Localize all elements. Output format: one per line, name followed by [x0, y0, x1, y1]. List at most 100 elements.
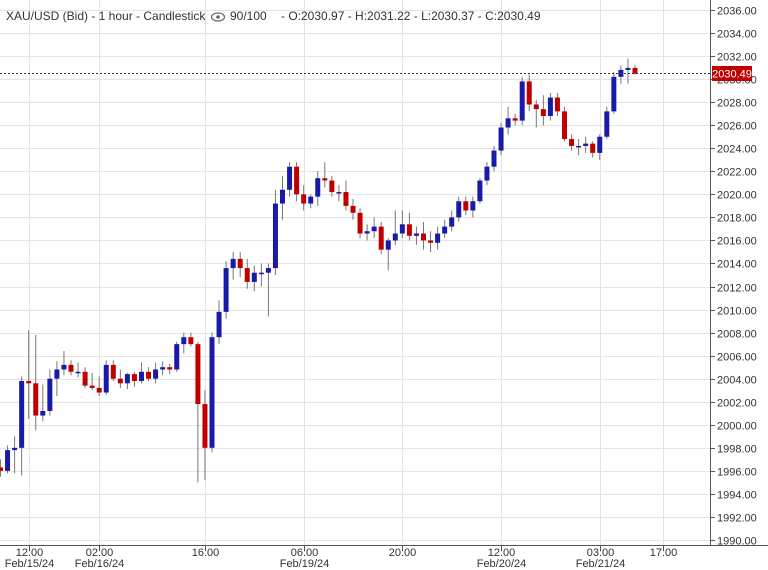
y-tick-label: 2000.00: [717, 421, 757, 433]
x-tick-time: 20:00: [389, 547, 417, 559]
candle-body: [484, 166, 490, 181]
candle-body: [463, 201, 469, 211]
candle-body: [153, 369, 159, 379]
candle: [533, 99, 539, 128]
y-tick-label: 1990.00: [717, 536, 757, 548]
candle-body: [406, 224, 412, 236]
x-tick-date: Feb/21/24: [576, 558, 626, 570]
y-tick-label: 1996.00: [717, 467, 757, 479]
candle-body: [456, 201, 462, 218]
candle-body: [237, 258, 243, 269]
candle-body: [491, 150, 497, 167]
candle: [5, 445, 11, 474]
view-count: 90/100: [230, 9, 267, 23]
candle-body: [287, 166, 293, 190]
candle: [280, 175, 285, 220]
y-tick-label: 2026.00: [717, 121, 757, 133]
candle-body: [82, 371, 88, 386]
candles: [0, 58, 638, 483]
candle: [265, 263, 271, 317]
x-tick-time: 12:00: [16, 547, 44, 559]
candle: [477, 178, 483, 204]
candle-body: [519, 81, 525, 121]
candle-body: [428, 240, 434, 243]
candle-body: [103, 364, 109, 393]
candle: [146, 367, 152, 381]
candle: [68, 360, 74, 376]
y-tick-label: 2020.00: [717, 190, 757, 202]
y-tick-label: 2010.00: [717, 306, 757, 318]
candle: [632, 65, 638, 75]
candle: [378, 222, 384, 255]
y-tick-label: 2006.00: [717, 352, 757, 364]
candle-body: [371, 226, 377, 232]
x-tick-time: 12:00: [488, 547, 516, 559]
candle: [124, 372, 130, 390]
candle: [498, 122, 504, 156]
candle-body: [251, 272, 257, 282]
candle-body: [117, 378, 123, 384]
candle: [597, 134, 603, 160]
candle: [47, 369, 53, 416]
y-tick-label: 2024.00: [717, 144, 757, 156]
last-price-label: 2030.49: [712, 68, 752, 80]
candle: [0, 459, 3, 477]
x-tick-date: Feb/15/24: [5, 558, 55, 570]
y-tick-label: 2016.00: [717, 236, 757, 248]
candle-body: [477, 180, 483, 202]
candle-body: [89, 385, 95, 388]
candle-body: [19, 381, 25, 448]
candle-body: [181, 337, 187, 345]
candle-body: [110, 364, 116, 379]
candle: [576, 139, 582, 156]
candle: [258, 263, 264, 287]
candle: [315, 171, 321, 206]
candle: [195, 341, 201, 483]
candle-body: [315, 178, 321, 197]
candle-body: [336, 192, 342, 194]
x-tick-date: Feb/16/24: [75, 558, 125, 570]
candle: [406, 212, 412, 241]
candle: [329, 175, 335, 197]
candle: [583, 136, 589, 153]
candle-body: [96, 387, 102, 393]
candle-body: [160, 367, 166, 370]
candle: [216, 300, 222, 345]
candle-body: [505, 118, 511, 128]
candle: [89, 372, 95, 391]
candle-body: [583, 143, 589, 146]
candle-body: [343, 192, 349, 206]
candle-body: [195, 344, 201, 405]
candle-body: [188, 337, 194, 345]
y-tick-label: 2034.00: [717, 29, 757, 41]
candle: [96, 376, 102, 396]
candle: [519, 76, 525, 126]
candle-body: [590, 143, 596, 153]
candle: [456, 196, 462, 222]
candle-body: [216, 311, 222, 338]
eye-icon: [210, 12, 226, 22]
x-tick-time: 02:00: [86, 547, 114, 559]
candle-body: [526, 81, 532, 105]
candle-body: [540, 109, 546, 116]
candle-body: [61, 364, 67, 370]
candle-body: [131, 374, 137, 381]
candle-body: [322, 178, 328, 181]
candle: [618, 65, 624, 84]
candle-body: [75, 371, 81, 374]
candle: [413, 226, 419, 246]
candle: [209, 332, 215, 453]
y-tick-label: 1998.00: [717, 444, 757, 456]
candle-body: [294, 166, 300, 195]
y-tick-label: 2008.00: [717, 329, 757, 341]
candle: [322, 162, 328, 188]
candle-body: [435, 233, 441, 243]
candle: [33, 334, 39, 431]
candle-body: [498, 127, 504, 151]
candle-body: [569, 139, 575, 146]
candle-body: [632, 67, 638, 74]
candle-body: [0, 467, 3, 471]
candle-body: [54, 369, 60, 379]
candle: [301, 185, 307, 211]
candle: [371, 217, 377, 239]
